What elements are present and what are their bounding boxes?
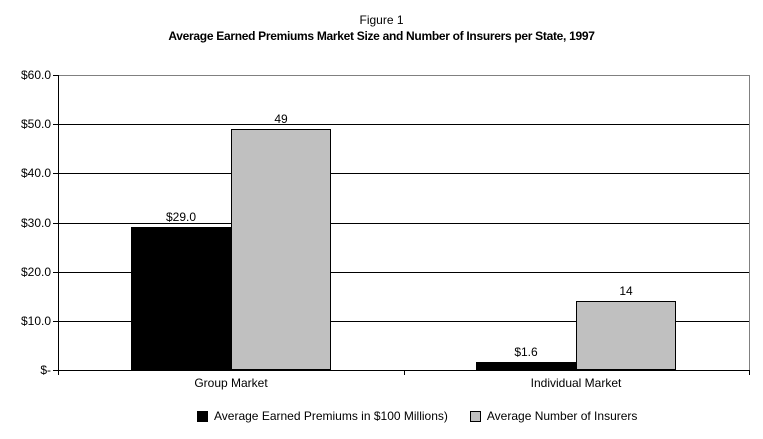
y-tick-label: $30.0 — [20, 216, 51, 230]
y-tick-label: $10.0 — [20, 314, 51, 328]
plot-border-top — [58, 75, 750, 76]
category-label-individual: Individual Market — [530, 376, 622, 390]
gridline — [58, 124, 749, 125]
gridline — [58, 321, 749, 322]
y-tick-mark — [53, 272, 58, 273]
premiums-bar-individual — [476, 362, 576, 370]
premiums-bar-group — [131, 227, 231, 370]
y-tick-label: $20.0 — [20, 265, 51, 279]
y-tick-mark — [53, 75, 58, 76]
insurers-bar-value-label: 14 — [619, 284, 633, 298]
insurers-bar-group — [231, 129, 331, 370]
y-tick-label: $50.0 — [20, 117, 51, 131]
insurers-bar-value-label: 49 — [274, 112, 288, 126]
y-axis-line — [58, 75, 59, 371]
y-tick-label: $60.0 — [20, 68, 51, 82]
gridline — [58, 173, 749, 174]
x-axis-line — [58, 370, 750, 371]
y-tick-mark — [53, 124, 58, 125]
gridline — [58, 223, 749, 224]
category-label-group: Group Market — [194, 376, 268, 390]
x-tick-mark — [749, 370, 750, 375]
gridline — [58, 272, 749, 273]
legend: Average Earned Premiums in $100 Millions… — [197, 408, 637, 424]
legend-swatch-insurers — [469, 410, 481, 422]
legend-label-premiums: Average Earned Premiums in $100 Millions… — [214, 409, 448, 423]
figure-label: Figure 1 — [359, 13, 404, 27]
y-tick-mark — [53, 223, 58, 224]
premiums-bar-value-label: $1.6 — [514, 345, 538, 359]
x-tick-mark — [58, 370, 59, 375]
legend-swatch-premiums — [197, 410, 208, 422]
insurers-bar-individual — [576, 301, 676, 370]
y-tick-label: $40.0 — [20, 166, 51, 180]
y-tick-mark — [53, 321, 58, 322]
y-tick-mark — [53, 173, 58, 174]
premiums-bar-value-label: $29.0 — [165, 210, 197, 224]
legend-label-insurers: Average Number of Insurers — [486, 409, 638, 423]
y-tick-mark — [53, 370, 58, 371]
chart-title: Average Earned Premiums Market Size and … — [168, 29, 595, 43]
x-tick-mark — [404, 370, 405, 375]
y-tick-label: $- — [40, 363, 51, 377]
plot-area: $29.0 49 $1.6 14 — [58, 75, 749, 370]
plot-border-right — [749, 75, 750, 371]
